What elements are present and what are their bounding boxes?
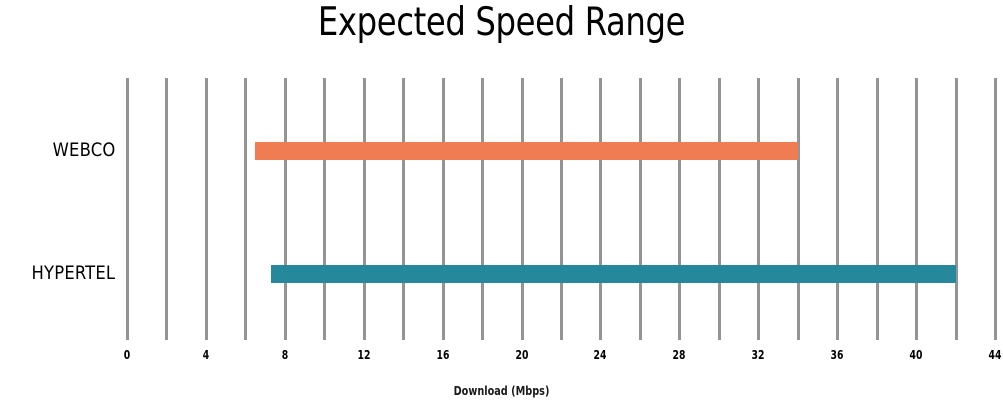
gridline <box>520 78 524 340</box>
x-tick-label: 36 <box>830 348 844 362</box>
x-tick-label: 32 <box>751 348 765 362</box>
gridline <box>954 78 958 340</box>
plot-area <box>126 78 997 340</box>
x-tick-label: 4 <box>202 348 210 362</box>
gridline <box>481 78 485 340</box>
gridline <box>323 78 327 340</box>
gridline <box>244 78 248 340</box>
gridline <box>875 78 879 340</box>
gridline <box>638 78 642 340</box>
category-label-webco: WEBCO <box>52 139 115 161</box>
category-label-hypertel: HYPERTEL <box>31 262 115 284</box>
x-axis-title: Download (Mbps) <box>453 384 550 398</box>
x-tick-label: 20 <box>515 348 528 362</box>
gridline <box>362 78 366 340</box>
x-tick-label: 44 <box>988 348 1002 362</box>
x-tick-label: 16 <box>436 348 450 362</box>
gridline <box>283 78 287 340</box>
range-bar-webco[interactable] <box>255 142 798 160</box>
gridline <box>560 78 563 340</box>
x-tick-label: 12 <box>357 348 371 362</box>
x-tick-label: 40 <box>909 348 923 362</box>
gridline <box>796 78 800 340</box>
range-bar-hypertel[interactable] <box>271 265 956 283</box>
gridline <box>915 78 919 340</box>
gridline <box>994 78 997 340</box>
x-tick-label: 28 <box>672 348 686 362</box>
gridline <box>126 78 129 340</box>
gridline <box>678 78 682 340</box>
gridline <box>836 78 840 340</box>
gridline <box>441 78 445 340</box>
gridline <box>165 78 169 340</box>
gridline <box>599 78 603 340</box>
gridline <box>204 78 208 340</box>
x-tick-label: 24 <box>593 348 607 362</box>
gridline <box>757 78 761 340</box>
x-tick-label: 8 <box>281 348 289 362</box>
gridline <box>402 78 406 340</box>
chart-title: Expected Speed Range <box>317 0 686 45</box>
x-tick-label: 0 <box>123 348 131 362</box>
gridline <box>717 78 721 340</box>
